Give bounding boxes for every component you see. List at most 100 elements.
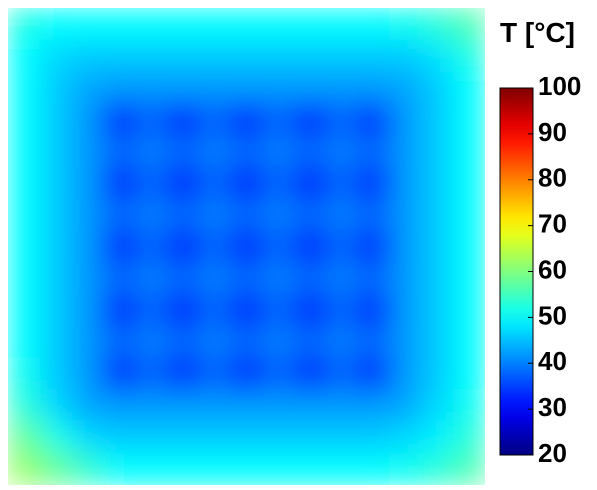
heatmap-cell [294,326,326,358]
heatmap-cell [231,8,263,40]
heatmap-cell [421,421,453,453]
heatmap-cell [40,421,72,453]
heatmap-cell [167,231,199,263]
heatmap-cell [199,103,231,135]
heatmap-cell [103,231,135,263]
heatmap-cell [453,40,485,72]
colorbar-tick-label: 60 [538,254,567,284]
heatmap-cell [421,262,453,294]
heatmap-cell [72,8,104,40]
heatmap-cell [231,326,263,358]
heatmap-cell [135,326,167,358]
heatmap-cell [199,72,231,104]
heatmap-cell [294,262,326,294]
heatmap-cell [390,199,422,231]
heatmap-cell [390,103,422,135]
heatmap-cell [421,8,453,40]
heatmap-cell [421,72,453,104]
heatmap-cell [167,294,199,326]
heatmap-cell [262,358,294,390]
heatmap-cell [8,453,40,485]
heatmap-cell [135,40,167,72]
colorbar-tick-label: 80 [538,163,567,193]
heatmap-cell [294,167,326,199]
heatmap-cell [358,421,390,453]
heatmap-cell [231,135,263,167]
heatmap-cell [135,8,167,40]
heatmap-cell [453,326,485,358]
heatmap-cell [199,326,231,358]
heatmap-cell [262,8,294,40]
heatmap-cell [72,40,104,72]
heatmap-cell [72,72,104,104]
heatmap-cell [294,40,326,72]
heatmap-cell [231,167,263,199]
heatmap-cell [453,231,485,263]
heatmap-cell [103,135,135,167]
heatmap-cell [103,326,135,358]
heatmap-cell [103,8,135,40]
heatmap-cell [453,390,485,422]
heatmap-cell [72,262,104,294]
heatmap-cell [135,294,167,326]
colorbar-tick-label: 90 [538,117,567,147]
heatmap-cell [199,358,231,390]
heatmap-cell [167,358,199,390]
heatmap-cell [453,294,485,326]
heatmap-cell [40,72,72,104]
heatmap-cell [326,326,358,358]
heatmap-cell [103,390,135,422]
heatmap-cell [103,167,135,199]
heatmap-cell [390,358,422,390]
heatmap-cell [72,421,104,453]
heatmap-cell [199,199,231,231]
heatmap-cell [453,453,485,485]
heatmap-cell [135,135,167,167]
heatmap-cell [167,390,199,422]
heatmap-cell [326,135,358,167]
heatmap-cell [72,390,104,422]
heatmap-cell [135,390,167,422]
heatmap-cell [262,167,294,199]
heatmap-cell [103,72,135,104]
heatmap-cell [390,294,422,326]
heatmap-cell [390,40,422,72]
heatmap-cell [294,421,326,453]
heatmap-cell [40,167,72,199]
heatmap-cell [358,135,390,167]
colorbar-tick-label: 30 [538,392,567,422]
heatmap-cell [326,231,358,263]
heatmap-cell [199,40,231,72]
heatmap-cell [167,40,199,72]
heatmap-cell [103,453,135,485]
heatmap-cell [72,199,104,231]
heatmap-cell [231,358,263,390]
heatmap-cell [453,103,485,135]
heatmap-cell [326,103,358,135]
heatmap-cell [199,167,231,199]
heatmap-cell [167,453,199,485]
heatmap-cell [231,199,263,231]
heatmap-cell [358,453,390,485]
colorbar-tick-label: 50 [538,300,567,330]
heatmap-cell [167,199,199,231]
heatmap-cell [326,358,358,390]
heatmap-cell [390,326,422,358]
heatmap-cell [231,294,263,326]
heatmap-cell [167,167,199,199]
heatmap-cell [294,390,326,422]
heatmap-cell [8,103,40,135]
heatmap-cell [326,390,358,422]
heatmap-cell [135,358,167,390]
heatmap-cell [199,231,231,263]
heatmap-cell [294,72,326,104]
heatmap-cell [390,421,422,453]
heatmap-cell [103,199,135,231]
heatmap-cell [72,358,104,390]
heatmap-cell [262,421,294,453]
heatmap-cell [72,167,104,199]
heatmap-cell [103,294,135,326]
heatmap-clip [8,8,486,485]
heatmap-cell [8,231,40,263]
heatmap-cell [167,135,199,167]
